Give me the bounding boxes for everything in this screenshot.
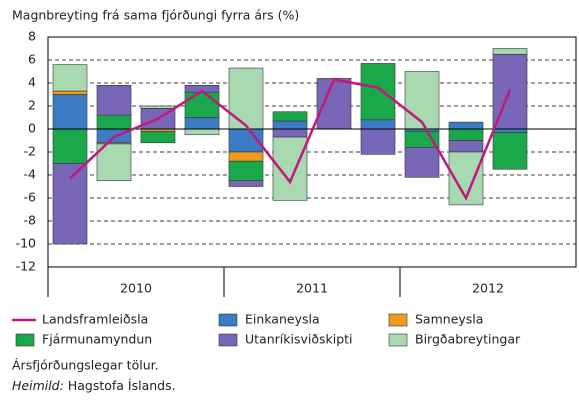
bar-segment [404, 147, 440, 178]
bar-segment [448, 128, 484, 141]
bar-segment [272, 111, 308, 122]
bar-segment [228, 160, 264, 182]
bar-segment [184, 128, 220, 136]
y-tick-label: -2 [24, 144, 36, 159]
bar-segment [52, 64, 88, 92]
bar-segment [448, 121, 484, 130]
source-label: Heimild: [12, 378, 64, 393]
line-series [69, 78, 512, 201]
legend-label: Einkaneysla [245, 312, 320, 327]
bar-segment [360, 63, 396, 121]
bar-segment [492, 128, 528, 133]
bar-segment [228, 151, 264, 162]
legend-label: Fjármunamyndun [42, 332, 152, 347]
bar-segment [96, 143, 132, 182]
legend-label: Utanríkisviðskipti [245, 332, 353, 347]
y-tick-label: -10 [16, 236, 36, 251]
source: Heimild: Hagstofa Íslands. [12, 378, 176, 393]
bar-segment [404, 71, 440, 130]
legend-label: Samneysla [415, 312, 483, 327]
bar-segment [184, 117, 220, 130]
legend-label: Landsframleiðsla [42, 312, 148, 327]
plot-frame [47, 36, 577, 268]
bar-segment [228, 67, 264, 130]
bar-segment [316, 78, 352, 130]
chart-title: Magnbreyting frá sama fjórðungi fyrra ár… [12, 8, 299, 23]
y-tick-label: 8 [28, 29, 36, 44]
bar-segment [96, 114, 132, 130]
bar-segment [52, 128, 88, 164]
bar-segment [228, 180, 264, 187]
legend-swatch [15, 333, 35, 347]
y-tick-label: -12 [16, 259, 36, 274]
y-tick-label: -6 [24, 190, 37, 205]
legend-swatch [218, 313, 238, 327]
legend-label: Birgðabreytingar [415, 332, 521, 347]
y-tick-label: -8 [24, 213, 37, 228]
y-tick-label: 2 [28, 98, 36, 113]
y-tick-label: 4 [28, 75, 36, 90]
bar-segment [272, 128, 308, 138]
x-year-label: 2012 [472, 281, 504, 296]
bar-segment [140, 105, 176, 109]
bar-segment [140, 131, 176, 144]
x-year-label: 2011 [296, 281, 328, 296]
y-tick-label: 6 [28, 52, 36, 67]
source-text: Hagstofa Íslands. [68, 378, 176, 393]
bar-segment [184, 91, 220, 118]
legend-swatch [218, 333, 238, 347]
bar-segment [272, 120, 308, 130]
bar-segment [52, 163, 88, 245]
legend-swatch [388, 313, 408, 327]
bar-segment [492, 132, 528, 170]
y-tick-label: 0 [28, 121, 36, 136]
note: Ársfjórðungslegar tölur. [12, 358, 159, 373]
bar-segment [52, 94, 88, 130]
x-year-label: 2010 [120, 281, 152, 296]
y-tick-label: -4 [24, 167, 37, 182]
bar-segment [52, 90, 88, 95]
bar-segment [492, 48, 528, 55]
bar-segment [448, 140, 484, 153]
bar-segment [96, 85, 132, 116]
bar-segment [360, 128, 396, 155]
bar-segment [360, 119, 396, 130]
legend-swatch [388, 333, 408, 347]
